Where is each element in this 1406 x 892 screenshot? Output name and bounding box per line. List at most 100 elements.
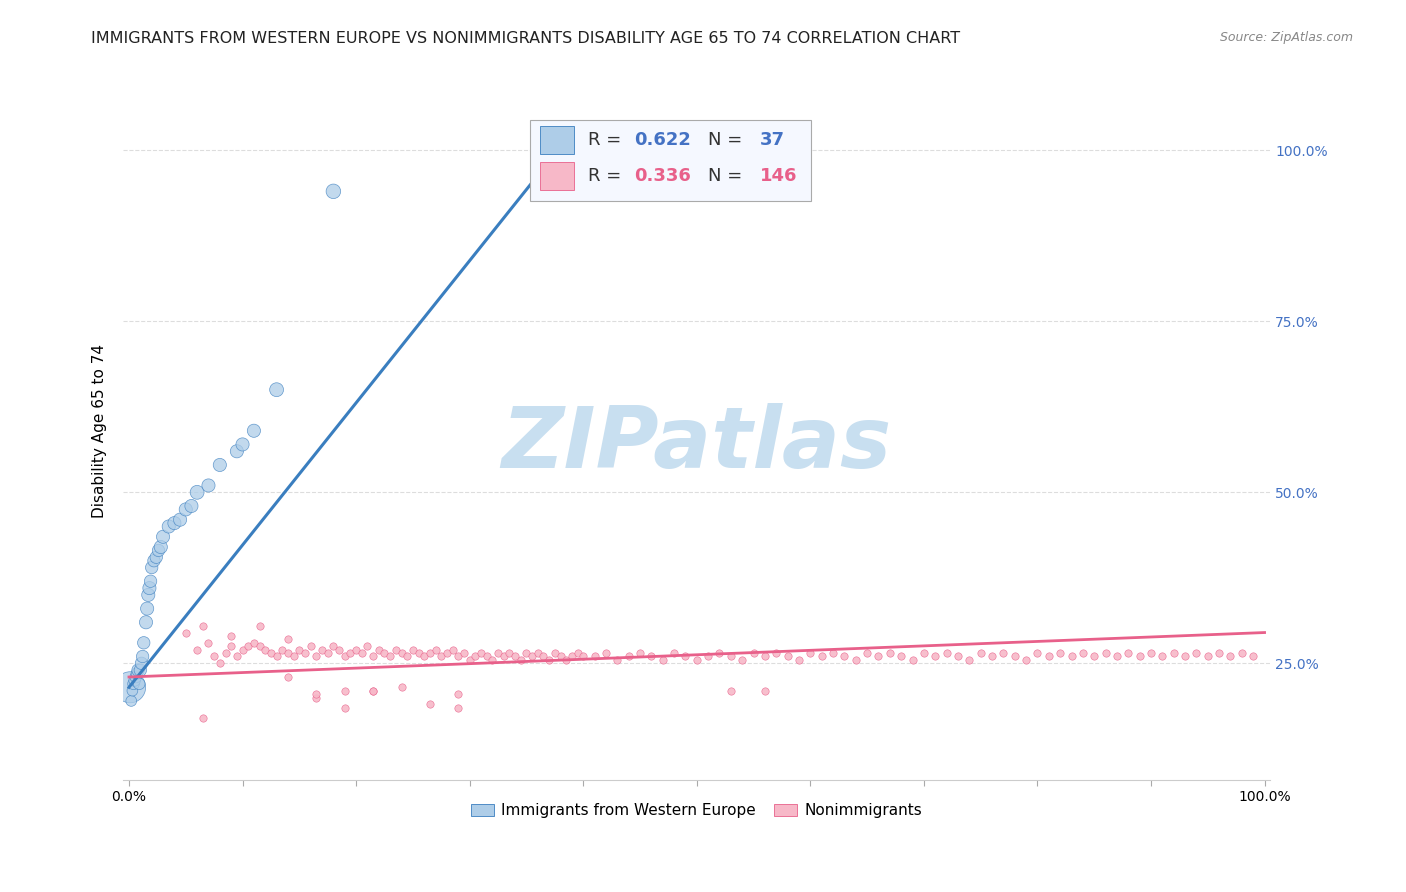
Point xyxy=(152,530,174,544)
Point xyxy=(515,646,537,660)
Point xyxy=(957,653,980,667)
Point xyxy=(361,683,384,698)
Legend: Immigrants from Western Europe, Nonimmigrants: Immigrants from Western Europe, Nonimmig… xyxy=(465,797,929,824)
Point xyxy=(765,646,787,660)
Point xyxy=(143,554,166,568)
Point xyxy=(197,478,219,492)
Point xyxy=(901,653,924,667)
Point xyxy=(378,649,401,664)
Point xyxy=(322,639,344,653)
Point xyxy=(120,694,142,708)
Point xyxy=(391,680,413,694)
Point xyxy=(138,581,160,595)
Point xyxy=(754,649,776,664)
Point xyxy=(856,646,879,660)
Point xyxy=(322,185,344,199)
Point xyxy=(1038,649,1060,664)
Point xyxy=(208,458,231,472)
Point xyxy=(141,560,163,574)
Point xyxy=(486,646,509,660)
Point xyxy=(419,698,441,712)
Text: Source: ZipAtlas.com: Source: ZipAtlas.com xyxy=(1219,31,1353,45)
Point xyxy=(136,601,159,615)
Point xyxy=(538,653,561,667)
FancyBboxPatch shape xyxy=(540,126,574,153)
Point xyxy=(498,646,520,660)
Point xyxy=(447,700,470,714)
Point xyxy=(311,642,333,657)
Point xyxy=(373,646,395,660)
Point xyxy=(1049,646,1071,660)
Point xyxy=(305,690,328,705)
Point xyxy=(470,646,492,660)
Point xyxy=(367,642,389,657)
Point xyxy=(294,646,316,660)
Point xyxy=(520,649,543,664)
Point xyxy=(441,642,464,657)
Point xyxy=(425,642,447,657)
Point xyxy=(186,642,208,657)
Point xyxy=(191,618,214,632)
Point xyxy=(169,513,191,527)
Point xyxy=(787,653,810,667)
Point xyxy=(333,700,356,714)
Point xyxy=(283,649,305,664)
Text: IMMIGRANTS FROM WESTERN EUROPE VS NONIMMIGRANTS DISABILITY AGE 65 TO 74 CORRELAT: IMMIGRANTS FROM WESTERN EUROPE VS NONIMM… xyxy=(91,31,960,46)
Point xyxy=(475,649,498,664)
Point xyxy=(277,632,299,647)
Point xyxy=(232,642,254,657)
Point xyxy=(254,642,277,657)
Point xyxy=(243,424,266,438)
Point xyxy=(385,642,408,657)
Point xyxy=(128,677,150,691)
Point xyxy=(333,683,356,698)
Point xyxy=(544,646,567,660)
Point xyxy=(333,649,356,664)
Point xyxy=(845,653,868,667)
Point xyxy=(139,574,162,589)
Point xyxy=(1026,646,1049,660)
Point xyxy=(742,646,765,660)
Point xyxy=(453,646,475,660)
Point xyxy=(208,657,231,671)
Point xyxy=(617,649,640,664)
Point xyxy=(149,540,172,554)
Point xyxy=(912,646,935,660)
Point xyxy=(174,502,197,516)
Point xyxy=(339,646,361,660)
Point xyxy=(124,673,146,688)
Point xyxy=(120,680,142,694)
Point xyxy=(127,663,149,677)
Point xyxy=(550,649,572,664)
Point xyxy=(180,499,202,513)
Text: 0.336: 0.336 xyxy=(634,167,690,186)
Point xyxy=(356,639,378,653)
Point xyxy=(1197,649,1219,664)
Point xyxy=(1129,649,1152,664)
Point xyxy=(191,711,214,725)
Point xyxy=(447,687,470,701)
Point xyxy=(651,653,673,667)
Point xyxy=(299,639,322,653)
Point xyxy=(305,687,328,701)
Point xyxy=(288,642,311,657)
Point xyxy=(391,646,413,660)
Point xyxy=(260,646,283,660)
Point xyxy=(121,683,143,698)
Point xyxy=(163,516,186,530)
Point xyxy=(129,663,152,677)
Point xyxy=(509,653,531,667)
Point xyxy=(1230,646,1253,660)
Point xyxy=(145,550,167,565)
FancyBboxPatch shape xyxy=(530,120,811,201)
Point xyxy=(628,646,651,660)
Point xyxy=(413,649,436,664)
Text: 0.622: 0.622 xyxy=(634,131,690,149)
Point xyxy=(567,646,589,660)
Point xyxy=(935,646,957,660)
Point xyxy=(277,670,299,684)
Point xyxy=(640,649,662,664)
Point xyxy=(125,670,148,684)
Point xyxy=(1174,649,1197,664)
Point xyxy=(754,683,776,698)
